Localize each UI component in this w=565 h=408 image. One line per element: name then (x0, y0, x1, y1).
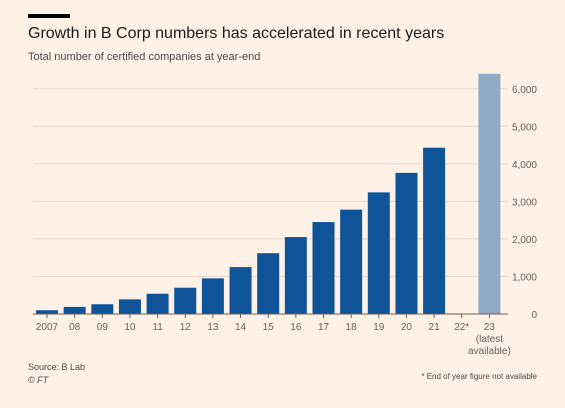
x-tick-label: 10 (124, 322, 136, 333)
bar (146, 293, 169, 314)
bar (312, 222, 335, 314)
x-tick-label: 18 (346, 322, 358, 333)
bar (367, 192, 390, 314)
x-tick-label: 17 (318, 322, 330, 333)
x-tick-label: 21 (429, 322, 441, 333)
x-tick-sublabel: (latest (476, 334, 503, 345)
x-tick-sublabel: available) (468, 346, 511, 357)
source-note: Source: B Lab (28, 362, 86, 372)
y-tick-label: 1,000 (512, 272, 537, 283)
x-tick-label: 11 (152, 322, 163, 333)
x-tick-label: 13 (207, 322, 219, 333)
x-tick-label: 08 (69, 322, 81, 333)
bar (340, 209, 363, 314)
y-tick-label: 5,000 (512, 122, 537, 133)
bar (284, 237, 307, 314)
x-tick-label: 22* (454, 322, 469, 333)
ft-credit: © FT (28, 375, 49, 385)
x-tick-label: 20 (401, 322, 413, 333)
x-tick-label: 2007 (36, 322, 59, 333)
x-tick-label: 09 (97, 322, 109, 333)
x-tick-label: 14 (235, 322, 247, 333)
y-tick-label: 3,000 (512, 197, 537, 208)
chart-title: Growth in B Corp numbers has accelerated… (28, 25, 445, 42)
bar (63, 306, 86, 314)
bar (423, 147, 446, 314)
footer-left: Source: B Lab © FT (28, 361, 85, 387)
y-tick-label: 6,000 (512, 85, 537, 96)
y-tick-label: 2,000 (512, 235, 537, 246)
bar (395, 172, 418, 314)
y-tick-label: 0 (531, 310, 537, 321)
bar (174, 287, 197, 314)
x-tick-label: 12 (180, 322, 192, 333)
x-tick-label: 19 (373, 322, 385, 333)
y-tick-label: 4,000 (512, 160, 537, 171)
chart-subtitle: Total number of certified companies at y… (28, 51, 261, 63)
bar (229, 267, 252, 314)
bar (257, 253, 280, 314)
footnote: * End of year figure not available (421, 372, 537, 381)
bar (201, 278, 224, 314)
x-tick-label: 23 (484, 322, 496, 333)
bar-latest (478, 73, 501, 314)
bar (36, 310, 58, 314)
x-tick-label: 15 (263, 322, 275, 333)
x-tick-label: 16 (290, 322, 302, 333)
ft-accent-bar (28, 14, 70, 18)
bar (91, 304, 114, 314)
bar (118, 299, 141, 314)
